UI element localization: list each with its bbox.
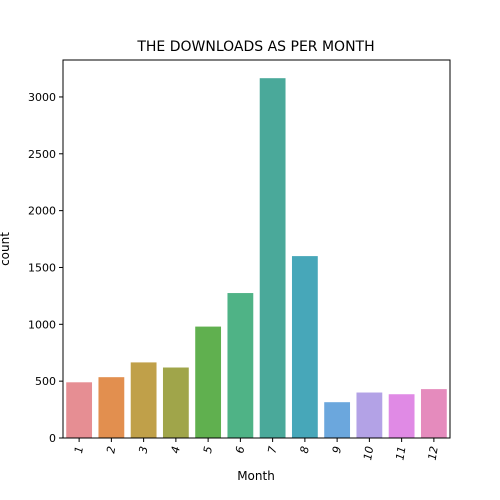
bar-month-6 (227, 293, 253, 438)
x-tick-label: 10 (361, 445, 376, 461)
bar-month-3 (131, 362, 157, 438)
x-tick-label: 11 (393, 445, 408, 461)
bar-month-7 (260, 78, 286, 438)
x-tick-label: 12 (426, 445, 441, 461)
x-tick-label: 4 (169, 445, 183, 454)
bar-month-4 (163, 368, 189, 438)
bar-month-10 (356, 393, 382, 438)
bar-month-1 (66, 382, 92, 438)
x-tick-label: 1 (72, 445, 86, 454)
x-tick-label: 3 (137, 445, 151, 454)
y-tick-label: 500 (35, 375, 56, 388)
bar-month-12 (421, 389, 447, 438)
y-tick-label: 1500 (28, 261, 56, 274)
x-tick-label: 8 (298, 445, 312, 454)
x-axis-label: Month (237, 469, 275, 483)
y-tick-label: 2500 (28, 148, 56, 161)
bar-month-5 (195, 327, 221, 438)
bar-month-11 (389, 394, 415, 438)
x-axis: 1 2 3 4 5 6 7 8 9 10 11 12 (72, 438, 441, 461)
bar-month-8 (292, 256, 318, 438)
chart-title: THE DOWNLOADS AS PER MONTH (136, 39, 374, 55)
y-axis-label: count (0, 232, 12, 266)
x-tick-label: 9 (330, 445, 344, 454)
bars-group (66, 78, 447, 438)
bar-month-9 (324, 402, 350, 438)
y-tick-label: 0 (49, 432, 56, 445)
x-tick-label: 6 (233, 445, 247, 454)
x-tick-label: 2 (104, 445, 118, 454)
y-axis: 0 500 1000 1500 2000 2500 3000 (28, 91, 63, 445)
y-tick-label: 1000 (28, 318, 56, 331)
x-tick-label: 5 (201, 445, 215, 454)
bar-month-2 (98, 377, 124, 438)
y-tick-label: 3000 (28, 91, 56, 104)
y-tick-label: 2000 (28, 205, 56, 218)
x-tick-label: 7 (266, 445, 280, 454)
